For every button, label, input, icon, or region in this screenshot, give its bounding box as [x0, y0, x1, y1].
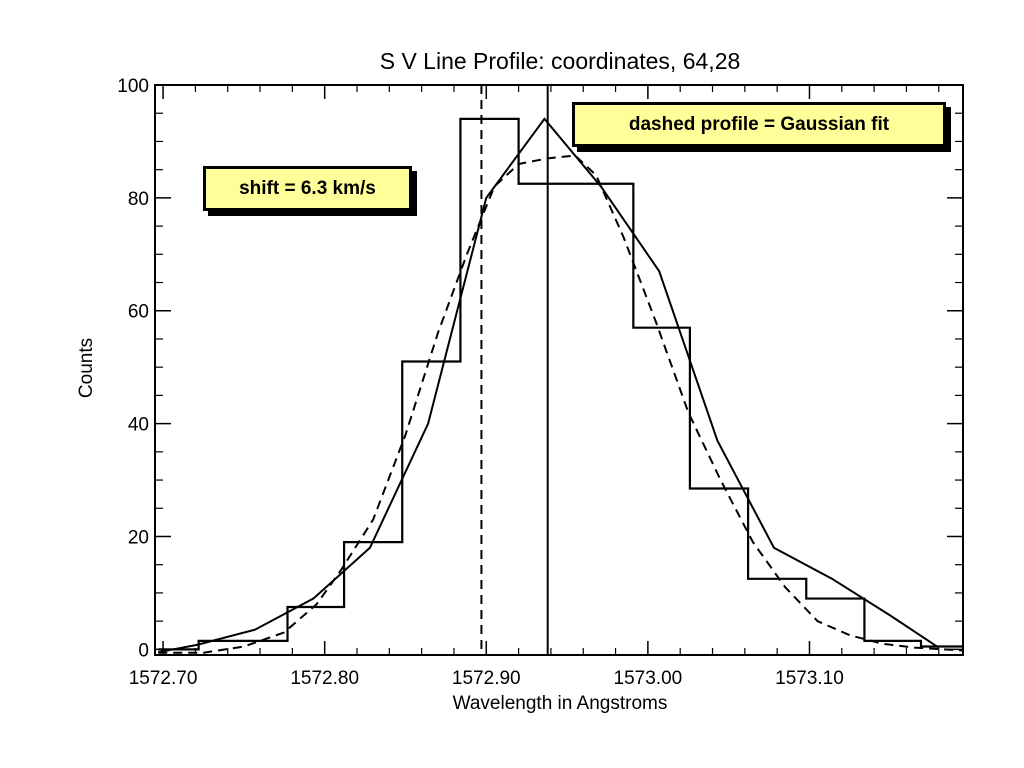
y-axis-label: Counts — [76, 338, 97, 398]
y-tick-label: 80 — [128, 189, 149, 210]
gaussian-fit-curve — [158, 154, 964, 654]
x-tick-label: 1572.90 — [452, 668, 521, 689]
x-tick-label: 1573.00 — [614, 668, 683, 689]
y-tick-label: 60 — [128, 302, 149, 323]
plot-frame — [154, 84, 964, 656]
y-tick-label: 100 — [117, 76, 149, 97]
shift-annotation: shift = 6.3 km/s — [203, 166, 412, 211]
y-tick-label: 40 — [128, 415, 149, 436]
x-axis-label: Wavelength in Angstroms — [453, 693, 668, 714]
y-tick-label: 0 — [138, 640, 149, 661]
x-tick-label: 1572.70 — [129, 668, 198, 689]
gaussian-fit-legend: dashed profile = Gaussian fit — [572, 102, 946, 147]
x-tick-label: 1572.80 — [290, 668, 359, 689]
chart-title: S V Line Profile: coordinates, 64,28 — [380, 48, 741, 74]
profile-curve — [158, 117, 940, 654]
y-tick-label: 20 — [128, 527, 149, 548]
x-tick-label: 1573.10 — [775, 668, 844, 689]
